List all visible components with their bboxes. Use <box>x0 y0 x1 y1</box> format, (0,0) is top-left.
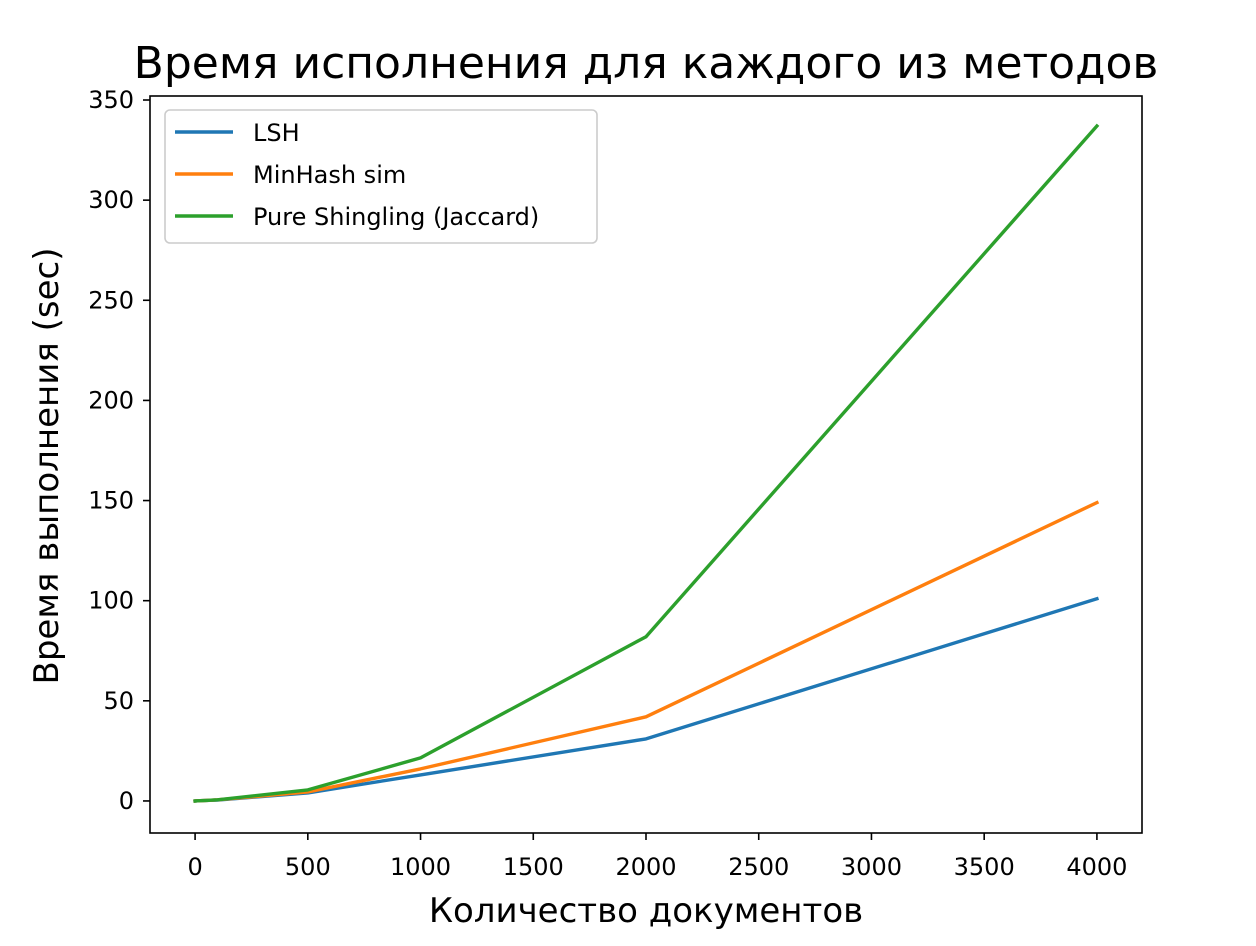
x-tick-label-6: 3000 <box>841 853 902 881</box>
series-line-2 <box>193 123 1100 803</box>
y-tick-label-3: 150 <box>88 487 134 515</box>
legend-label-1: MinHash sim <box>253 161 406 189</box>
x-tick-label-0: 0 <box>187 853 202 881</box>
x-tick-label-4: 2000 <box>615 853 676 881</box>
y-tick-label-7: 350 <box>88 86 134 114</box>
series-line-1 <box>193 500 1100 803</box>
chart-title: Время исполнения для каждого из методов <box>134 38 1159 89</box>
y-tick-label-4: 200 <box>88 386 134 414</box>
legend-label-0: LSH <box>253 119 300 147</box>
x-tick-label-2: 1000 <box>390 853 451 881</box>
y-tick-label-1: 50 <box>103 687 134 715</box>
legend-label-2: Pure Shingling (Jaccard) <box>253 203 539 231</box>
y-tick-label-5: 250 <box>88 286 134 314</box>
y-tick-label-2: 100 <box>88 587 134 615</box>
plot-area: 0 500 1000 1500 2000 2500 3000 3500 4000 0 50 100 15… <box>88 86 1143 881</box>
legend-box <box>164 109 598 244</box>
y-tick-label-6: 300 <box>88 186 134 214</box>
series-line-0 <box>193 596 1100 803</box>
x-tick-label-8: 4000 <box>1066 853 1127 881</box>
x-tick-label-3: 1500 <box>503 853 564 881</box>
y-axis-label: Время выполнения (sec) <box>27 248 67 685</box>
x-axis-label: Количество документов <box>429 891 863 931</box>
x-tick-label-1: 500 <box>285 853 331 881</box>
y-tick-label-0: 0 <box>119 787 134 815</box>
legend: LSH MinHash sim Pure Shingling (Jaccard) <box>164 109 598 244</box>
x-tick-label-7: 3500 <box>954 853 1015 881</box>
x-tick-label-5: 2500 <box>728 853 789 881</box>
